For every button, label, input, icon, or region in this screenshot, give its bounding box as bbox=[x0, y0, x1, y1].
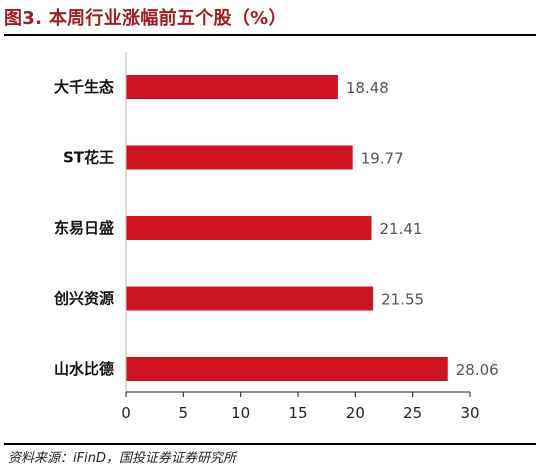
category-label: 东易日盛 bbox=[54, 219, 114, 237]
x-tick-label: 30 bbox=[460, 404, 479, 422]
source-note: 资料来源：iFinD，国投证券证券研究所 bbox=[8, 451, 236, 466]
x-tick-label: 5 bbox=[179, 404, 189, 422]
value-label: 18.48 bbox=[346, 79, 389, 97]
chart-title: 图3. 本周行业涨幅前五个股（%） bbox=[4, 8, 287, 29]
category-label: 大千生态 bbox=[54, 78, 114, 96]
x-tick-label: 20 bbox=[346, 404, 365, 422]
bar bbox=[126, 216, 372, 240]
value-label: 19.77 bbox=[361, 150, 404, 168]
value-label: 21.55 bbox=[381, 291, 424, 309]
x-tick-label: 0 bbox=[121, 404, 131, 422]
title-divider bbox=[4, 34, 536, 36]
source-divider bbox=[4, 443, 536, 445]
x-tick-label: 15 bbox=[288, 404, 307, 422]
value-label: 21.41 bbox=[380, 220, 423, 238]
category-label: 山水比德 bbox=[54, 360, 114, 378]
category-label: ST花王 bbox=[63, 149, 114, 167]
category-label: 创兴资源 bbox=[53, 290, 114, 308]
bar bbox=[126, 357, 448, 381]
x-tick-label: 25 bbox=[403, 404, 422, 422]
x-tick-label: 10 bbox=[231, 404, 250, 422]
bar-chart: 大千生态 18.48 ST花王 19.77 东易日盛 21.41 创兴资源 21.55 山水比德… bbox=[53, 52, 499, 422]
bar bbox=[126, 75, 338, 99]
value-label: 28.06 bbox=[456, 361, 499, 379]
bar bbox=[126, 145, 353, 170]
bar bbox=[126, 286, 374, 311]
